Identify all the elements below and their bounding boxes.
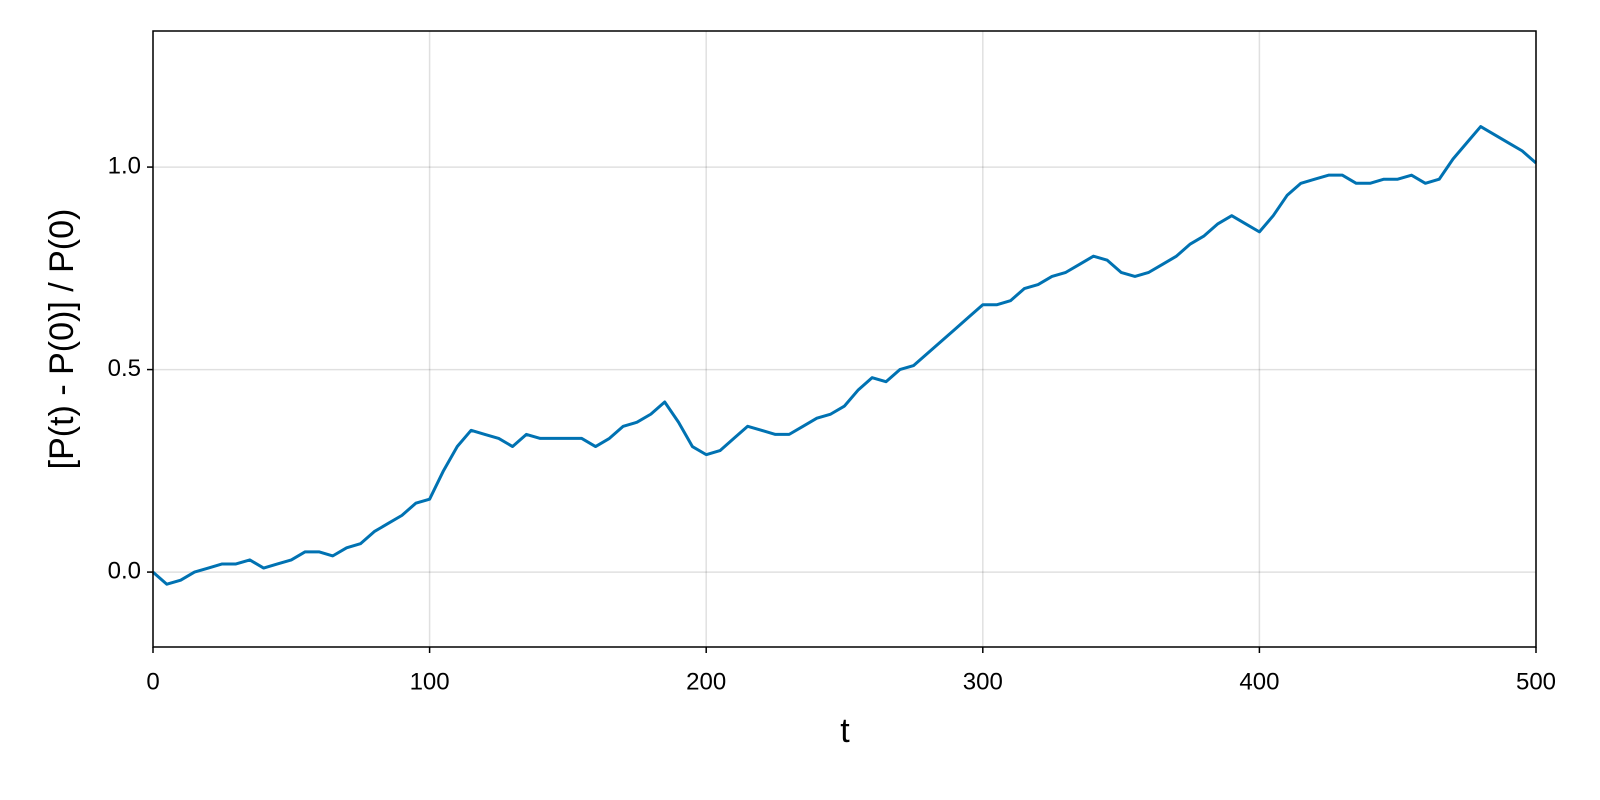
x-tick-label: 400 <box>1239 668 1279 695</box>
x-tick-label: 200 <box>686 668 726 695</box>
plot-area <box>153 31 1536 647</box>
y-tick-label: 1.0 <box>108 152 141 179</box>
y-axis-title: [P(t) - P(0)] / P(0) <box>43 209 81 470</box>
plot-frame <box>152 30 1537 648</box>
y-tick-label: 0.0 <box>108 557 141 584</box>
data-line <box>152 125 1537 586</box>
x-tick-label: 300 <box>963 668 1003 695</box>
x-tick-label: 0 <box>146 668 159 695</box>
x-tick-label: 100 <box>410 668 450 695</box>
x-axis-title: t <box>840 712 850 750</box>
x-tick-label: 500 <box>1516 668 1556 695</box>
y-tick-label: 0.5 <box>108 355 141 382</box>
